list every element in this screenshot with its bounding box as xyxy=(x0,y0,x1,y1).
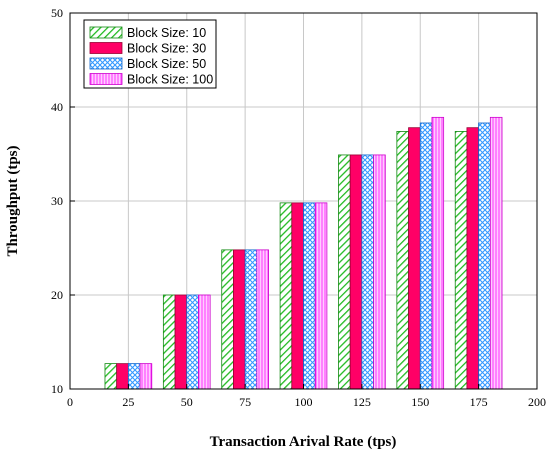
bar-block-size-10-50 xyxy=(162,294,176,390)
y-tick-label: 40 xyxy=(51,100,63,114)
bar-block-size-10-100 xyxy=(279,202,293,390)
legend-swatch xyxy=(89,73,123,85)
bar-block-size-10-75 xyxy=(221,249,234,390)
legend-swatch xyxy=(89,26,123,39)
bar-block-size-30-25 xyxy=(116,363,129,390)
bar-block-size-30-100 xyxy=(291,202,304,390)
bar-block-size-50-175 xyxy=(478,122,491,390)
bar-block-size-30-125 xyxy=(349,154,363,390)
y-axis-title: Throughput (tps) xyxy=(5,145,21,256)
bar-block-size-50-25 xyxy=(127,363,141,390)
x-tick-label: 175 xyxy=(470,395,488,409)
bar-block-size-10-175 xyxy=(454,131,468,390)
x-tick-label: 125 xyxy=(353,395,371,409)
x-tick-label: 150 xyxy=(411,395,429,409)
x-axis-title: Transaction Arival Rate (tps) xyxy=(210,434,397,450)
y-tick-label: 20 xyxy=(51,288,63,302)
bar-block-size-100-75 xyxy=(256,249,269,390)
bar-block-size-100-100 xyxy=(314,202,328,390)
bar-block-size-30-175 xyxy=(466,127,480,390)
y-tick-label: 30 xyxy=(51,194,63,208)
legend-label: Block Size: 10 xyxy=(127,26,206,40)
bar-block-size-10-25 xyxy=(104,363,118,390)
legend-label: Block Size: 50 xyxy=(127,57,206,71)
y-axis-ticks: 10 20 30 40 50 xyxy=(51,6,75,396)
bar-block-size-50-100 xyxy=(303,202,316,390)
legend-label: Block Size: 100 xyxy=(127,73,213,87)
x-tick-label: 200 xyxy=(528,395,546,409)
bar-block-size-10-150 xyxy=(396,131,409,390)
bar-block-size-50-50 xyxy=(186,294,199,390)
y-tick-label: 10 xyxy=(51,382,63,396)
bar-block-size-50-75 xyxy=(244,249,258,390)
y-tick-label: 50 xyxy=(51,6,63,20)
bar-block-size-10-125 xyxy=(338,154,351,390)
bar-block-size-100-50 xyxy=(198,294,211,390)
bar-block-size-100-175 xyxy=(489,116,503,390)
x-tick-label: 75 xyxy=(239,395,251,409)
x-tick-label: 25 xyxy=(122,395,134,409)
x-tick-label: 0 xyxy=(67,395,73,409)
legend-swatch xyxy=(89,57,123,70)
bar-block-size-30-75 xyxy=(233,249,246,390)
bar-block-size-100-150 xyxy=(431,116,445,390)
bar-block-size-100-25 xyxy=(139,363,153,390)
x-tick-label: 50 xyxy=(181,395,193,409)
bar-block-size-50-125 xyxy=(361,154,374,390)
legend-label: Block Size: 30 xyxy=(127,42,206,56)
legend-swatch xyxy=(89,42,123,54)
bar-block-size-100-125 xyxy=(373,154,386,390)
x-tick-label: 100 xyxy=(295,395,313,409)
x-axis-ticks: 0 25 50 75 100 125 150 175 200 xyxy=(67,384,546,409)
bar-block-size-50-150 xyxy=(419,122,433,390)
bar-block-size-30-150 xyxy=(408,127,421,390)
bar-block-size-30-50 xyxy=(174,294,188,390)
